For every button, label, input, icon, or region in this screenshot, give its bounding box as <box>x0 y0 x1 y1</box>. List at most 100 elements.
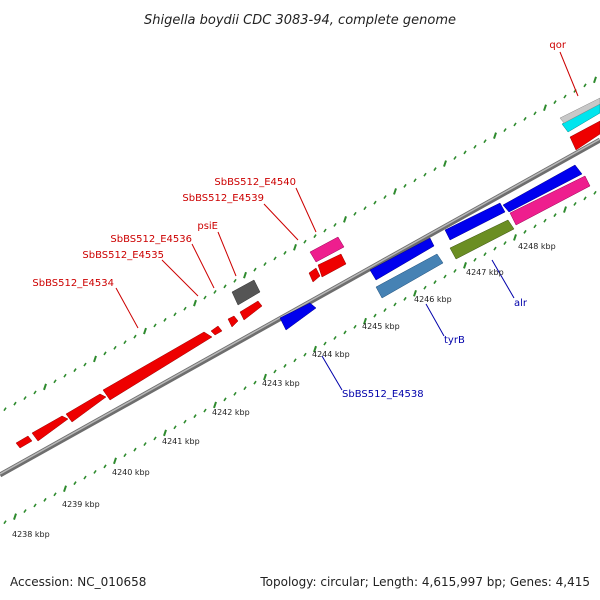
tick-mark <box>183 419 187 424</box>
tick-mark <box>303 239 307 244</box>
gene-arrow[interactable] <box>308 267 321 283</box>
tick-mark <box>133 334 137 339</box>
tick-mark <box>123 340 127 345</box>
tick-mark <box>583 196 587 201</box>
gene-label-sbbs512-e4538[interactable]: SbBS512_E4538 <box>342 389 424 400</box>
tick-mark <box>513 122 517 127</box>
tick-mark <box>373 313 377 318</box>
tick-mark <box>553 213 557 218</box>
tick-mark <box>463 262 467 269</box>
tick-mark <box>353 211 357 216</box>
gene-arrow[interactable] <box>509 175 591 226</box>
tick-mark <box>123 453 127 458</box>
gene-arrow[interactable] <box>31 415 69 442</box>
scale-labels: 4238 kbp 4239 kbp 4240 kbp 4241 kbp 4242… <box>12 242 556 539</box>
tick-mark <box>63 373 67 378</box>
tick-mark <box>153 436 157 441</box>
gene-arrow[interactable] <box>375 253 444 299</box>
gene-arrow[interactable] <box>449 219 515 260</box>
gene-label-sbbs512-e4539[interactable]: SbBS512_E4539 <box>182 193 264 204</box>
leader-line <box>491 259 515 299</box>
gene-label-qor[interactable]: qor <box>549 40 566 51</box>
tick-mark <box>483 252 487 257</box>
tick-mark <box>113 457 117 465</box>
map-title: Shigella boydii CDC 3083-94, complete ge… <box>144 13 456 28</box>
gene-label-sbbs512-e4540[interactable]: SbBS512_E4540 <box>214 177 296 188</box>
gene-arrow[interactable] <box>502 164 583 213</box>
gene-arrow[interactable] <box>210 325 223 336</box>
tick-mark <box>383 195 387 199</box>
leader-line <box>191 243 215 289</box>
gene-arrow[interactable] <box>15 435 33 449</box>
tick-mark <box>263 373 267 381</box>
gene-arrow[interactable] <box>102 331 213 401</box>
gene-label-sbbs512-e4534[interactable]: SbBS512_E4534 <box>32 278 114 289</box>
tick-mark <box>543 104 547 112</box>
gene-label-tyrb[interactable]: tyrB <box>444 335 465 346</box>
tick-mark <box>203 295 207 300</box>
inner-tick-track <box>3 190 597 525</box>
tick-mark <box>513 234 517 241</box>
tick-mark <box>593 76 597 84</box>
tick-mark <box>453 156 457 160</box>
leader-line <box>425 303 445 337</box>
tick-mark <box>423 172 427 177</box>
tick-mark <box>313 345 317 353</box>
tick-mark <box>443 160 447 167</box>
gene-arrow[interactable] <box>444 202 506 241</box>
tick-mark <box>473 257 477 262</box>
tick-mark <box>133 447 137 452</box>
gene-arrow[interactable] <box>279 302 317 331</box>
leader-line <box>217 231 237 277</box>
tick-mark <box>93 355 97 363</box>
tick-mark <box>583 83 587 88</box>
tick-mark <box>233 278 237 283</box>
genome-backbone <box>0 137 600 478</box>
tick-mark <box>543 218 547 223</box>
tick-mark <box>403 183 407 188</box>
tick-mark <box>173 312 177 317</box>
tick-mark <box>493 246 497 251</box>
tick-mark <box>573 202 577 206</box>
gene-arrow[interactable] <box>65 393 107 423</box>
gene-arrow[interactable] <box>239 300 263 321</box>
gene-arrow[interactable] <box>569 120 600 151</box>
tick-mark <box>323 228 327 233</box>
tick-mark <box>313 234 317 239</box>
gene-label-sbbs512-e4536[interactable]: SbBS512_E4536 <box>110 234 192 245</box>
tick-mark <box>523 229 527 234</box>
tick-mark <box>183 306 187 311</box>
gene-arrow[interactable] <box>309 236 345 263</box>
gene-label-psie[interactable]: psiE <box>197 221 218 232</box>
tick-mark <box>503 128 507 132</box>
tick-mark <box>73 481 77 486</box>
tick-mark <box>333 336 337 340</box>
tick-mark <box>273 256 277 261</box>
gene-arrow[interactable] <box>227 315 239 328</box>
tick-mark <box>3 520 7 525</box>
gene-arrow[interactable] <box>317 253 347 278</box>
tick-mark <box>43 383 47 391</box>
gene-label-sbbs512-e4535[interactable]: SbBS512_E4535 <box>82 250 164 261</box>
tick-mark <box>283 363 287 368</box>
leader-line <box>559 51 579 97</box>
gene-arrow[interactable] <box>369 237 435 281</box>
tick-mark <box>563 94 567 99</box>
tick-mark <box>33 503 37 508</box>
scale-label: 4247 kbp <box>466 268 504 277</box>
gene-label-alr[interactable]: alr <box>514 298 528 309</box>
tick-mark <box>303 352 307 357</box>
tick-mark <box>203 408 207 413</box>
gene-arrow[interactable] <box>559 97 600 124</box>
tick-mark <box>73 368 77 373</box>
tick-mark <box>413 289 417 297</box>
gene-arrow[interactable] <box>231 279 261 306</box>
tick-mark <box>373 200 377 205</box>
tick-mark <box>103 464 107 469</box>
scale-label: 4241 kbp <box>162 437 200 446</box>
scale-label: 4240 kbp <box>112 468 150 477</box>
tick-mark <box>3 407 7 412</box>
tick-mark <box>463 150 467 155</box>
tick-mark <box>143 442 147 446</box>
